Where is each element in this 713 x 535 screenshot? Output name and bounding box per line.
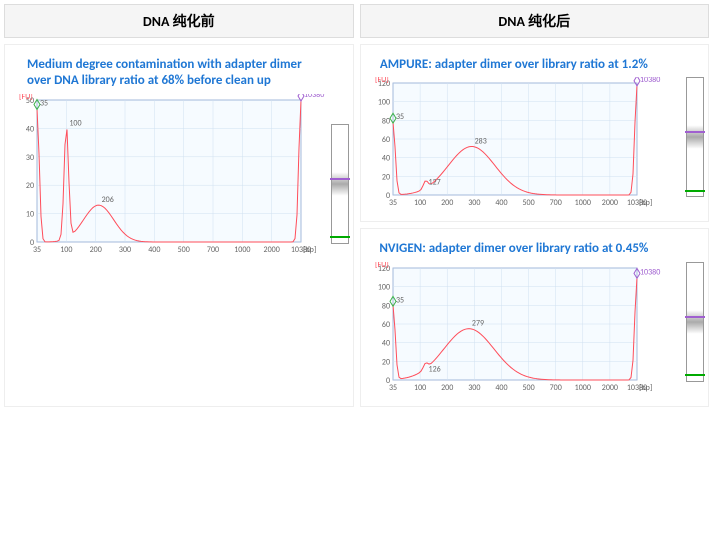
svg-text:500: 500 xyxy=(178,245,190,255)
svg-text:35: 35 xyxy=(396,112,404,122)
svg-text:80: 80 xyxy=(381,301,389,311)
svg-text:700: 700 xyxy=(549,383,561,393)
svg-text:35: 35 xyxy=(40,98,48,108)
svg-text:283: 283 xyxy=(474,137,486,147)
svg-text:1000: 1000 xyxy=(574,383,590,393)
svg-text:60: 60 xyxy=(381,135,389,145)
chart-before: 0102030405035100200300400500700100020001… xyxy=(9,94,327,264)
panel-ampure: AMPURE: adapter dimer over library ratio… xyxy=(360,44,710,222)
svg-text:127: 127 xyxy=(428,178,440,188)
svg-text:60: 60 xyxy=(381,320,389,330)
svg-text:10380: 10380 xyxy=(640,267,660,277)
svg-text:[FU]: [FU] xyxy=(19,94,33,102)
svg-text:20: 20 xyxy=(381,357,389,367)
svg-text:[FU]: [FU] xyxy=(375,77,389,85)
svg-text:126: 126 xyxy=(428,364,440,374)
header-after: DNA 纯化后 xyxy=(360,4,710,38)
svg-text:35: 35 xyxy=(388,383,396,393)
svg-text:10380: 10380 xyxy=(304,94,324,100)
title-nvigen: NVIGEN: adapter dimer over library ratio… xyxy=(365,241,664,257)
svg-text:30: 30 xyxy=(26,152,34,162)
svg-text:200: 200 xyxy=(441,198,453,208)
chart-ampure: 0204060801001203510020030040050070010002… xyxy=(365,77,683,217)
svg-text:[bp]: [bp] xyxy=(639,198,652,208)
svg-text:1000: 1000 xyxy=(574,198,590,208)
chart-nvigen: 0204060801001203510020030040050070010002… xyxy=(365,262,683,402)
svg-text:20: 20 xyxy=(26,181,34,191)
svg-text:10: 10 xyxy=(26,209,34,219)
svg-text:100: 100 xyxy=(414,383,426,393)
svg-text:200: 200 xyxy=(90,245,102,255)
svg-text:400: 400 xyxy=(495,198,507,208)
svg-text:200: 200 xyxy=(441,383,453,393)
svg-text:400: 400 xyxy=(148,245,160,255)
svg-text:2000: 2000 xyxy=(601,198,617,208)
svg-text:700: 700 xyxy=(549,198,561,208)
svg-text:100: 100 xyxy=(377,98,389,108)
svg-text:500: 500 xyxy=(522,198,534,208)
svg-text:700: 700 xyxy=(207,245,219,255)
svg-text:279: 279 xyxy=(471,318,483,328)
svg-text:[bp]: [bp] xyxy=(639,383,652,393)
gel-nvigen xyxy=(686,262,704,382)
title-before: Medium degree contamination with adapter… xyxy=(27,57,326,90)
header-before: DNA 纯化前 xyxy=(4,4,354,38)
svg-text:1000: 1000 xyxy=(234,245,250,255)
svg-text:10380: 10380 xyxy=(640,77,660,85)
svg-text:35: 35 xyxy=(388,198,396,208)
panel-before: Medium degree contamination with adapter… xyxy=(4,44,354,407)
gel-before xyxy=(331,124,349,244)
svg-text:100: 100 xyxy=(60,245,72,255)
svg-text:35: 35 xyxy=(33,245,41,255)
svg-text:400: 400 xyxy=(495,383,507,393)
svg-text:206: 206 xyxy=(102,195,114,205)
svg-text:500: 500 xyxy=(522,383,534,393)
svg-text:100: 100 xyxy=(377,282,389,292)
svg-text:300: 300 xyxy=(468,383,480,393)
svg-text:2000: 2000 xyxy=(601,383,617,393)
svg-text:80: 80 xyxy=(381,117,389,127)
svg-text:2000: 2000 xyxy=(264,245,280,255)
svg-text:300: 300 xyxy=(468,198,480,208)
svg-text:300: 300 xyxy=(119,245,131,255)
svg-text:40: 40 xyxy=(381,154,389,164)
svg-text:100: 100 xyxy=(414,198,426,208)
svg-text:[FU]: [FU] xyxy=(375,262,389,270)
svg-text:40: 40 xyxy=(381,338,389,348)
svg-text:40: 40 xyxy=(26,124,34,134)
svg-text:100: 100 xyxy=(69,118,81,128)
title-ampure: AMPURE: adapter dimer over library ratio… xyxy=(365,57,664,73)
gel-ampure xyxy=(686,77,704,197)
panel-nvigen: NVIGEN: adapter dimer over library ratio… xyxy=(360,228,710,406)
svg-text:35: 35 xyxy=(396,295,404,305)
svg-text:20: 20 xyxy=(381,173,389,183)
svg-text:[bp]: [bp] xyxy=(303,245,316,255)
